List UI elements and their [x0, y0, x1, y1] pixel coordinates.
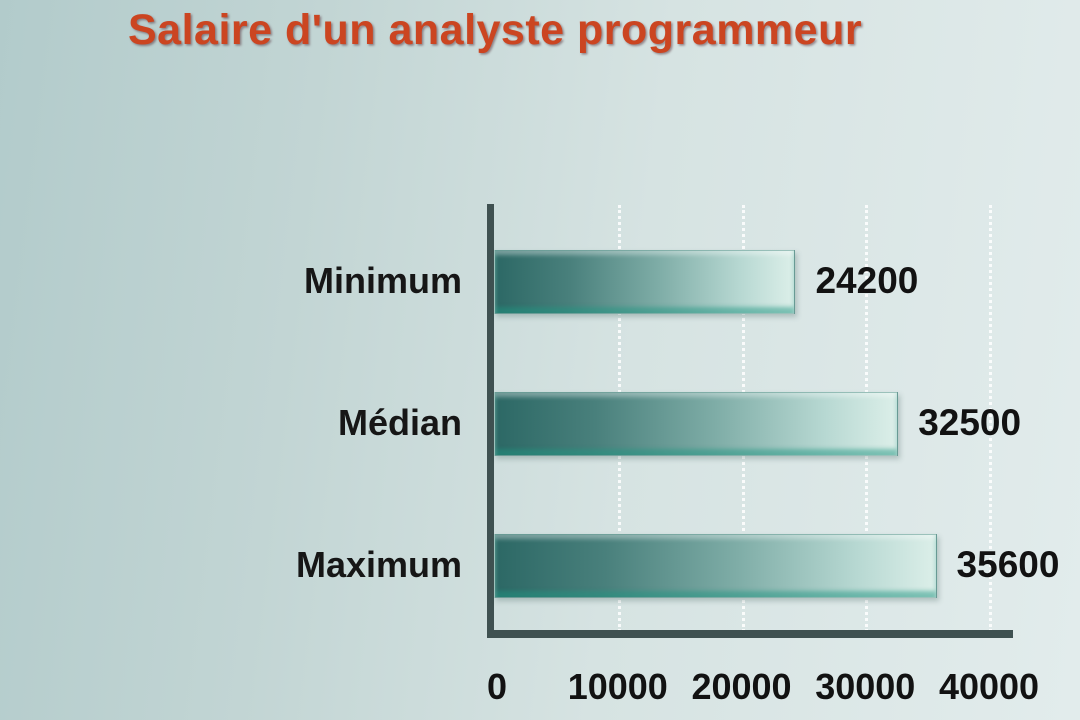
value-label: 35600 [956, 544, 1060, 585]
category-label: Maximum [295, 544, 462, 585]
category-label: Minimum [304, 260, 462, 301]
value-label: 24200 [815, 260, 919, 301]
value-label: 32500 [918, 402, 1022, 443]
y-axis-line [487, 204, 494, 638]
bar [494, 534, 937, 598]
x-tick-label: 40000 [938, 666, 1040, 707]
gridline [989, 205, 992, 632]
bar [494, 392, 899, 456]
x-tick-label: 10000 [567, 666, 668, 707]
x-tick-label: 20000 [691, 666, 792, 707]
x-axis-line [487, 630, 1013, 638]
x-tick-label: 30000 [815, 666, 916, 707]
x-tick-label: 0 [486, 666, 508, 707]
bar [494, 250, 796, 314]
category-label: Médian [337, 402, 462, 443]
chart-title: Salaire d'un analyste programmeur [128, 6, 863, 54]
